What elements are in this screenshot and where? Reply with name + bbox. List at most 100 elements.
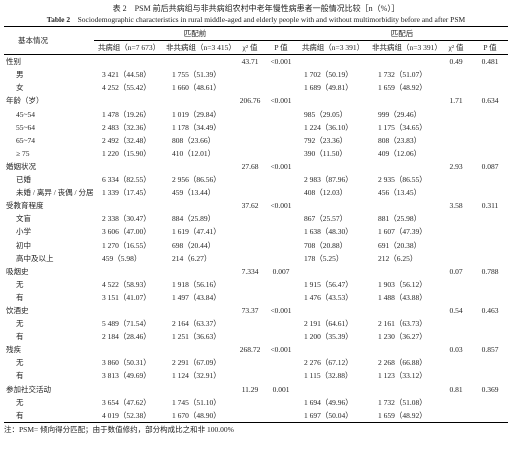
cell: 1 694（49.96） <box>304 397 353 407</box>
cell: 3 606（47.00） <box>102 227 151 237</box>
cell: 1 732（51.08） <box>378 397 427 407</box>
cell: 5 489（71.54） <box>102 319 151 329</box>
empty-cell <box>440 408 472 423</box>
level-row: 有 3 813（49.69） 1 124（32.91） 1 115（32.88） 1 1… <box>4 369 508 382</box>
empty-cell <box>266 81 296 94</box>
empty-cell <box>440 369 472 382</box>
empty-cell <box>234 396 266 409</box>
p-after: 0.634 <box>481 96 499 106</box>
empty-cell <box>370 304 440 317</box>
column-header: χ² 值 <box>440 40 472 56</box>
cell: 1 670（48.90） <box>164 408 234 423</box>
cell: 1 702（50.19） <box>304 70 353 80</box>
title-en: Table 2 Sociodemographic characteristics… <box>4 14 508 25</box>
cell: 212（6.25） <box>378 253 418 263</box>
empty-cell <box>296 55 370 69</box>
empty-cell <box>234 108 266 121</box>
cell: 1 339（17.45） <box>102 188 151 198</box>
cell: 1 488（43.88） <box>378 292 427 302</box>
level-label: 女 <box>16 83 24 93</box>
empty-cell <box>266 225 296 238</box>
level-row: 小学 3 606（47.00） 1 619（47.41） 1 638（48.30） 1 … <box>4 225 508 238</box>
empty-cell <box>472 356 508 369</box>
cell: 2 338（30.47） <box>102 214 151 224</box>
chi2-before: 37.62 <box>241 201 259 211</box>
level-label: 小学 <box>16 227 31 237</box>
cell: 1 115（32.88） <box>304 371 353 381</box>
empty-cell <box>472 68 508 81</box>
cell: 1 270（16.55） <box>102 240 151 250</box>
group-label: 饮酒史 <box>6 305 29 315</box>
column-header: 非共病组（n=3 415） <box>164 40 234 56</box>
level-row: ≥ 75 1 220（15.90） 410（12.01） 390（11.50） 409（… <box>4 147 508 160</box>
cell: 1 915（56.47） <box>304 279 353 289</box>
header-after: 匹配后 <box>296 25 508 42</box>
chi2-after: 2.93 <box>449 161 463 171</box>
empty-cell <box>472 317 508 330</box>
group-row: 性别 43.71 <0.001 0.49 0.481 <box>4 55 508 69</box>
empty-cell <box>472 173 508 186</box>
group-row: 婚姻状况 27.68 <0.001 2.93 0.087 <box>4 160 508 173</box>
level-label: 文盲 <box>16 214 31 224</box>
empty-cell <box>234 121 266 134</box>
group-row: 受教育程度 37.62 <0.001 3.58 0.311 <box>4 199 508 212</box>
empty-cell <box>370 94 440 107</box>
p-after: 0.857 <box>481 345 499 355</box>
group-row: 吸烟史 7.334 0.007 0.07 0.788 <box>4 265 508 278</box>
empty-cell <box>440 330 472 343</box>
cell: 3 654（47.62） <box>102 397 151 407</box>
cell: 1 755（51.39） <box>172 70 221 80</box>
cell: 459（5.98） <box>102 253 142 263</box>
empty-cell <box>440 134 472 147</box>
level-row: 无 4 522（58.93） 1 918（56.16） 1 915（56.47） 1 9… <box>4 278 508 291</box>
empty-cell <box>472 147 508 160</box>
cell: 1 903（56.12） <box>378 279 427 289</box>
cell: 178（5.25） <box>304 253 344 263</box>
chi2-before: 268.72 <box>239 345 261 355</box>
level-label: ≥ 75 <box>16 148 30 158</box>
empty-cell <box>234 173 266 186</box>
cell: 390（11.50） <box>304 148 347 158</box>
empty-cell <box>234 134 266 147</box>
cell: 867（25.57） <box>304 214 348 224</box>
p-before: <0.001 <box>270 305 292 315</box>
empty-cell <box>266 396 296 409</box>
cell: 1 497（43.84） <box>172 292 221 302</box>
empty-cell <box>266 186 296 199</box>
empty-cell <box>234 278 266 291</box>
level-row: 无 5 489（71.54） 2 164（63.37） 2 191（64.61） 2 1… <box>4 317 508 330</box>
empty-cell <box>234 212 266 225</box>
cell: 4 252（55.42） <box>102 83 151 93</box>
empty-cell <box>472 408 508 423</box>
p-before: <0.001 <box>270 57 292 67</box>
cell: 2 983（87.96） <box>304 175 353 185</box>
column-header: 共病组（n=7 673） <box>94 40 164 56</box>
cell: 1 019（29.84） <box>172 109 221 119</box>
empty-cell <box>370 265 440 278</box>
level-row: 文盲 2 338（30.47） 884（25.89） 867（25.57） 881（25… <box>4 212 508 225</box>
cell: 1 230（36.27） <box>378 332 427 342</box>
cell: 1 607（47.39） <box>378 227 427 237</box>
cell: 214（6.27） <box>172 253 212 263</box>
empty-cell <box>94 199 164 212</box>
cell: 409（12.06） <box>378 148 422 158</box>
cell: 3 813（49.69） <box>102 371 151 381</box>
level-row: 女 4 252（55.42） 1 660（48.61） 1 689（49.81） 1 6… <box>4 81 508 94</box>
empty-cell <box>94 304 164 317</box>
cell: 4 522（58.93） <box>102 279 151 289</box>
chi2-before: 7.334 <box>241 266 259 276</box>
empty-cell <box>164 160 234 173</box>
cell: 1 619（47.41） <box>172 227 221 237</box>
level-row: 有 2 184（28.46） 1 251（36.63） 1 200（35.39） 1 2… <box>4 330 508 343</box>
empty-cell <box>296 199 370 212</box>
cell: 2 935（86.55） <box>378 175 427 185</box>
p-before: <0.001 <box>270 201 292 211</box>
p-before: 0.001 <box>272 384 290 394</box>
level-label: 有 <box>16 332 24 342</box>
empty-cell <box>440 291 472 304</box>
cell: 1 478（19.26） <box>102 109 151 119</box>
empty-cell <box>472 291 508 304</box>
cell: 456（13.45） <box>378 188 422 198</box>
empty-cell <box>266 147 296 160</box>
empty-cell <box>266 330 296 343</box>
